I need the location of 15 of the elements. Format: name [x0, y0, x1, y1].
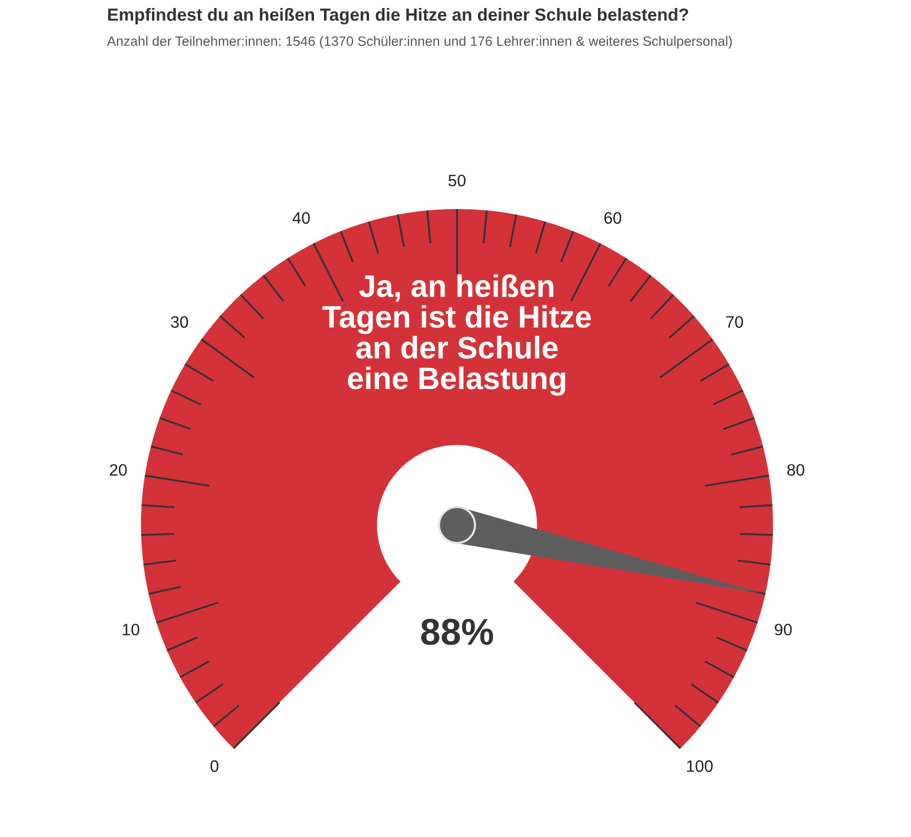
text: 20	[110, 464, 127, 476]
text: 0	[210, 760, 218, 772]
text: 90	[774, 624, 792, 636]
text: 10	[122, 624, 140, 636]
text: 50	[448, 174, 466, 186]
text: 60	[604, 212, 622, 224]
text: 40	[292, 212, 310, 224]
chart-title: Empfindest du an heißen Tagen die Hitze an deiner Schule belastend?	[108, 8, 688, 24]
slice-label: Ja, an heißen Tagen ist die Hitze an der Schule eine Belastung	[322, 274, 591, 396]
text: 70	[726, 316, 744, 328]
text: 30	[170, 316, 188, 328]
text: 100	[687, 760, 713, 772]
chart-subtitle: Anzahl der Teilnehmer:innen: 1546 (1370 Schüler:innen und 176 Lehrer:innen & weiteres Schulpersonal)	[107, 36, 732, 49]
text: 88%	[421, 618, 494, 645]
text: 80	[787, 464, 804, 476]
